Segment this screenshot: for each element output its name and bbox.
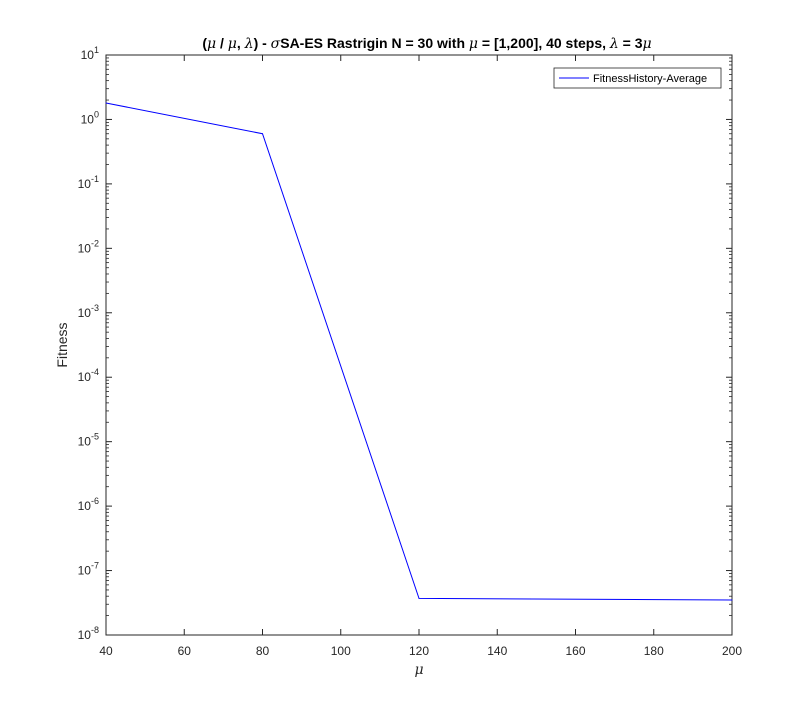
- y-tick-base: 10: [78, 435, 92, 449]
- y-tick-label: 10-7: [78, 561, 99, 578]
- legend-entry-label: FitnessHistory-Average: [593, 73, 707, 85]
- x-tick-label: 80: [256, 644, 270, 658]
- title-part: (: [202, 35, 207, 51]
- y-tick-label: 10-3: [78, 303, 99, 320]
- x-tick-label: 180: [644, 644, 664, 658]
- data-point: [731, 599, 733, 601]
- title-part: μ: [228, 36, 237, 52]
- y-tick-exponent: -6: [91, 496, 99, 506]
- title-part: ,: [237, 35, 245, 51]
- y-tick-label: 10-6: [78, 496, 99, 513]
- y-tick-base: 10: [78, 628, 92, 642]
- series-layer: [105, 102, 733, 601]
- y-tick-label: 10-5: [78, 432, 99, 449]
- y-tick-exponent: 1: [94, 45, 99, 55]
- title-part: ) -: [254, 35, 271, 51]
- legend-box: [553, 67, 722, 89]
- y-tick-base: 10: [78, 564, 92, 578]
- y-tick-exponent: 0: [94, 109, 99, 119]
- y-tick-label: 101: [81, 45, 99, 62]
- x-tick-label: 100: [331, 644, 351, 658]
- title-part: /: [216, 35, 228, 51]
- y-tick-label: 10-2: [78, 238, 99, 255]
- y-tick-exponent: -5: [91, 432, 99, 442]
- y-tick-exponent: -4: [91, 367, 99, 377]
- y-tick-exponent: -1: [91, 174, 99, 184]
- y-tick-exponent: -8: [91, 625, 99, 635]
- chart-title: (μ / μ, λ) - σSA-ES Rastrigin N = 30 wit…: [202, 35, 651, 52]
- title-part: μ: [469, 36, 478, 52]
- legend: FitnessHistory-Average: [553, 67, 722, 89]
- x-tick-label: 40: [99, 644, 113, 658]
- x-tick-label: 200: [722, 644, 742, 658]
- y-tick-label: 10-1: [78, 174, 99, 191]
- title-part: μ: [643, 36, 652, 52]
- y-tick-base: 10: [78, 241, 92, 255]
- y-tick-exponent: -7: [91, 561, 99, 571]
- x-tick-label: 160: [565, 644, 585, 658]
- title-part: λ: [244, 36, 254, 52]
- y-tick-base: 10: [78, 306, 92, 320]
- title-part: λ: [609, 36, 619, 52]
- y-tick-label: 10-8: [78, 625, 99, 642]
- x-axis: 40 60 80 100 120 140 160 180 200: [99, 55, 742, 658]
- y-tick-label: 100: [81, 109, 99, 126]
- title-part: σ: [271, 36, 281, 52]
- x-tick-label: 60: [178, 644, 192, 658]
- plot-area: [105, 54, 733, 636]
- x-tick-label: 140: [487, 644, 507, 658]
- y-tick-label: 10-4: [78, 367, 99, 384]
- data-point: [105, 102, 107, 104]
- title-part: = 3: [619, 35, 643, 51]
- y-tick-exponent: -2: [91, 238, 99, 248]
- y-axis-label: Fitness: [54, 322, 70, 367]
- y-tick-base: 10: [78, 499, 92, 513]
- data-point: [262, 133, 263, 135]
- title-part: SA-ES Rastrigin N = 30 with: [280, 35, 469, 51]
- title-part: = [1,200], 40 steps,: [478, 35, 610, 51]
- data-point: [418, 597, 420, 599]
- series-line-0: [105, 102, 733, 601]
- title-part: μ: [207, 36, 216, 52]
- y-tick-base: 10: [81, 112, 95, 126]
- y-tick-base: 10: [78, 177, 92, 191]
- y-tick-base: 10: [78, 370, 92, 384]
- x-tick-label: 120: [409, 644, 429, 658]
- y-tick-base: 10: [81, 48, 95, 62]
- x-axis-label: μ: [414, 662, 423, 678]
- y-tick-exponent: -3: [91, 303, 99, 313]
